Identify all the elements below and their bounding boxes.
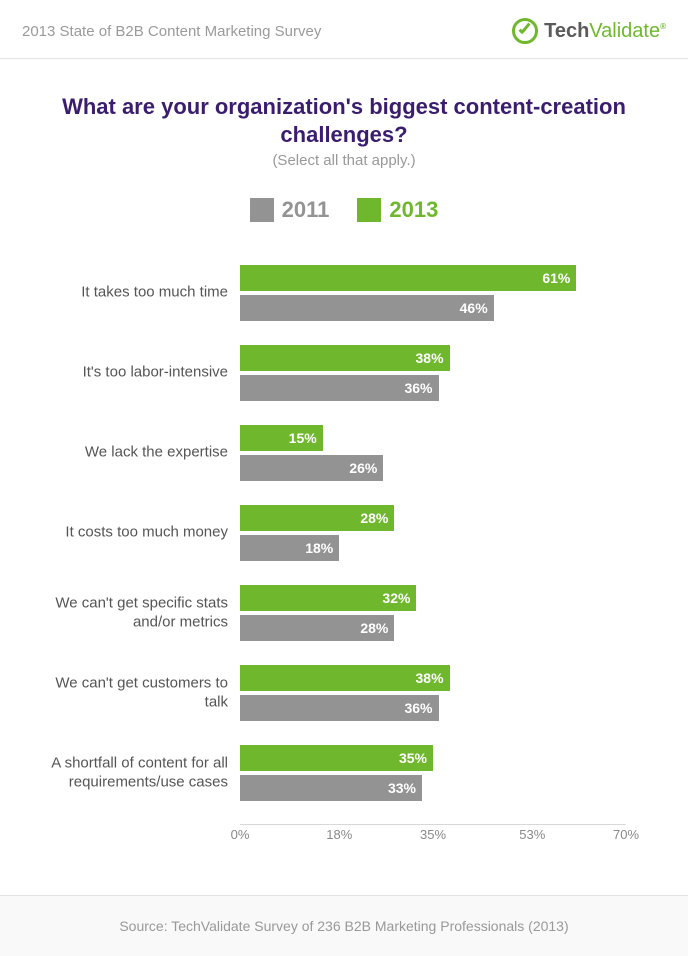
chart-title: What are your organization's biggest con…	[20, 93, 668, 148]
logo-text: TechValidate®	[544, 20, 666, 43]
bar-2011: 33%	[240, 775, 422, 801]
bar-value-2011: 36%	[404, 700, 432, 716]
category-label: It costs too much money	[30, 524, 240, 543]
footer: Source: TechValidate Survey of 236 B2B M…	[0, 895, 688, 956]
category-label: A shortfall of content for all requireme…	[30, 754, 240, 792]
category-label: It takes too much time	[30, 284, 240, 303]
bar-2013: 15%	[240, 425, 323, 451]
main-content: What are your organization's biggest con…	[0, 59, 688, 825]
bar-2013: 61%	[240, 265, 576, 291]
bar-2011: 18%	[240, 535, 339, 561]
x-tick: 53%	[519, 827, 545, 842]
bar-value-2013: 28%	[360, 510, 388, 526]
bar-value-2011: 33%	[388, 780, 416, 796]
x-tick: 35%	[420, 827, 446, 842]
x-tick: 0%	[231, 827, 250, 842]
chart-row: It's too labor-intensive38%36%	[240, 345, 626, 401]
legend-label-2011: 2011	[282, 197, 330, 223]
source-text: Source: TechValidate Survey of 236 B2B M…	[119, 918, 568, 934]
chart-row: We lack the expertise15%26%	[240, 425, 626, 481]
legend: 2011 2013	[20, 197, 668, 223]
bar-2011: 36%	[240, 375, 439, 401]
chart-row: We can't get customers to talk38%36%	[240, 665, 626, 721]
category-label: We lack the expertise	[30, 444, 240, 463]
x-tick: 18%	[326, 827, 352, 842]
legend-item-2013: 2013	[357, 197, 438, 223]
bar-2013: 32%	[240, 585, 416, 611]
chart-area: 0%18%35%53%70% It takes too much time61%…	[20, 255, 668, 825]
bar-2011: 46%	[240, 295, 494, 321]
logo-registered: ®	[660, 22, 666, 31]
x-axis-ticks: 0%18%35%53%70%	[240, 827, 626, 847]
bar-value-2011: 18%	[305, 540, 333, 556]
techvalidate-logo: TechValidate®	[512, 18, 666, 44]
bar-2013: 38%	[240, 345, 450, 371]
bar-2013: 35%	[240, 745, 433, 771]
bar-2013: 38%	[240, 665, 450, 691]
bar-value-2013: 38%	[416, 350, 444, 366]
bar-2011: 26%	[240, 455, 383, 481]
bar-value-2013: 61%	[542, 270, 570, 286]
bar-2011: 36%	[240, 695, 439, 721]
chart-row: It takes too much time61%46%	[240, 265, 626, 321]
logo-text-validate: Validate	[589, 20, 660, 42]
category-label: It's too labor-intensive	[30, 364, 240, 383]
chart-subtitle: (Select all that apply.)	[20, 152, 668, 169]
logo-text-tech: Tech	[544, 20, 589, 42]
chart-row: A shortfall of content for all requireme…	[240, 745, 626, 801]
page-container: 2013 State of B2B Content Marketing Surv…	[0, 0, 688, 956]
legend-swatch-2013	[357, 198, 381, 222]
bar-2011: 28%	[240, 615, 394, 641]
chart-row: We can't get specific stats and/or metri…	[240, 585, 626, 641]
checkmark-circle-icon	[512, 18, 538, 44]
legend-item-2011: 2011	[250, 197, 330, 223]
bar-value-2013: 32%	[382, 590, 410, 606]
category-label: We can't get specific stats and/or metri…	[30, 594, 240, 632]
x-axis-line	[240, 824, 626, 825]
bar-value-2011: 28%	[360, 620, 388, 636]
bar-value-2011: 46%	[460, 300, 488, 316]
legend-swatch-2011	[250, 198, 274, 222]
survey-title: 2013 State of B2B Content Marketing Surv…	[22, 23, 321, 40]
chart-row: It costs too much money28%18%	[240, 505, 626, 561]
bar-2013: 28%	[240, 505, 394, 531]
legend-label-2013: 2013	[389, 197, 438, 223]
bar-value-2013: 35%	[399, 750, 427, 766]
category-label: We can't get customers to talk	[30, 674, 240, 712]
bar-value-2011: 26%	[349, 460, 377, 476]
x-tick: 70%	[613, 827, 639, 842]
bar-value-2011: 36%	[404, 380, 432, 396]
header: 2013 State of B2B Content Marketing Surv…	[0, 0, 688, 59]
bar-value-2013: 38%	[416, 670, 444, 686]
bar-value-2013: 15%	[289, 430, 317, 446]
plot-area: 0%18%35%53%70% It takes too much time61%…	[240, 255, 626, 825]
